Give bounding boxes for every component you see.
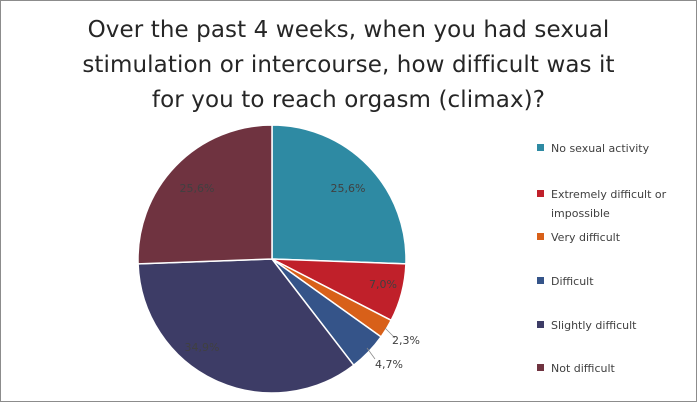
data-label: 7,0% — [369, 278, 397, 291]
legend-label: No sexual activity — [551, 142, 650, 155]
legend-label: Very difficult — [551, 231, 621, 244]
pie-slice-not-difficult — [137, 124, 273, 265]
legend-swatch — [537, 364, 544, 371]
leader-line — [366, 347, 376, 360]
legend-item: Slightly difficult — [537, 316, 696, 335]
legend-item: No sexual activity — [537, 139, 696, 158]
data-label: 2,3% — [392, 334, 420, 347]
legend-item: Extremely difficult or impossible — [537, 185, 696, 223]
legend-item: Not difficult — [537, 359, 696, 378]
chart-title-line: for you to reach orgasm (climax)? — [151, 87, 546, 113]
legend-label: Slightly difficult — [551, 319, 637, 332]
legend-label: Extremely difficult or impossible — [551, 188, 667, 220]
legend-swatch — [537, 321, 544, 328]
data-label: 25,6% — [180, 182, 215, 195]
legend-label: Difficult — [551, 275, 594, 288]
leader-line — [384, 327, 396, 339]
pie-slice-slightly-difficult — [137, 258, 355, 394]
chart-title: Over the past 4 weeks, when you had sexu… — [1, 13, 696, 118]
legend-item: Difficult — [537, 272, 696, 291]
legend-label: Not difficult — [551, 362, 615, 375]
data-label: 25,6% — [331, 182, 366, 195]
chart-title-line: Over the past 4 weeks, when you had sexu… — [87, 17, 610, 43]
data-label: 34,9% — [185, 341, 220, 354]
pie-slice-no-sexual-activity — [271, 124, 407, 265]
legend-swatch — [537, 190, 544, 197]
legend-swatch — [537, 277, 544, 284]
data-label: 4,7% — [375, 358, 403, 371]
legend-swatch — [537, 144, 544, 151]
legend-swatch — [537, 233, 544, 240]
chart-title-line: stimulation or intercourse, how difficul… — [82, 52, 615, 78]
legend-item: Very difficult — [537, 228, 696, 247]
